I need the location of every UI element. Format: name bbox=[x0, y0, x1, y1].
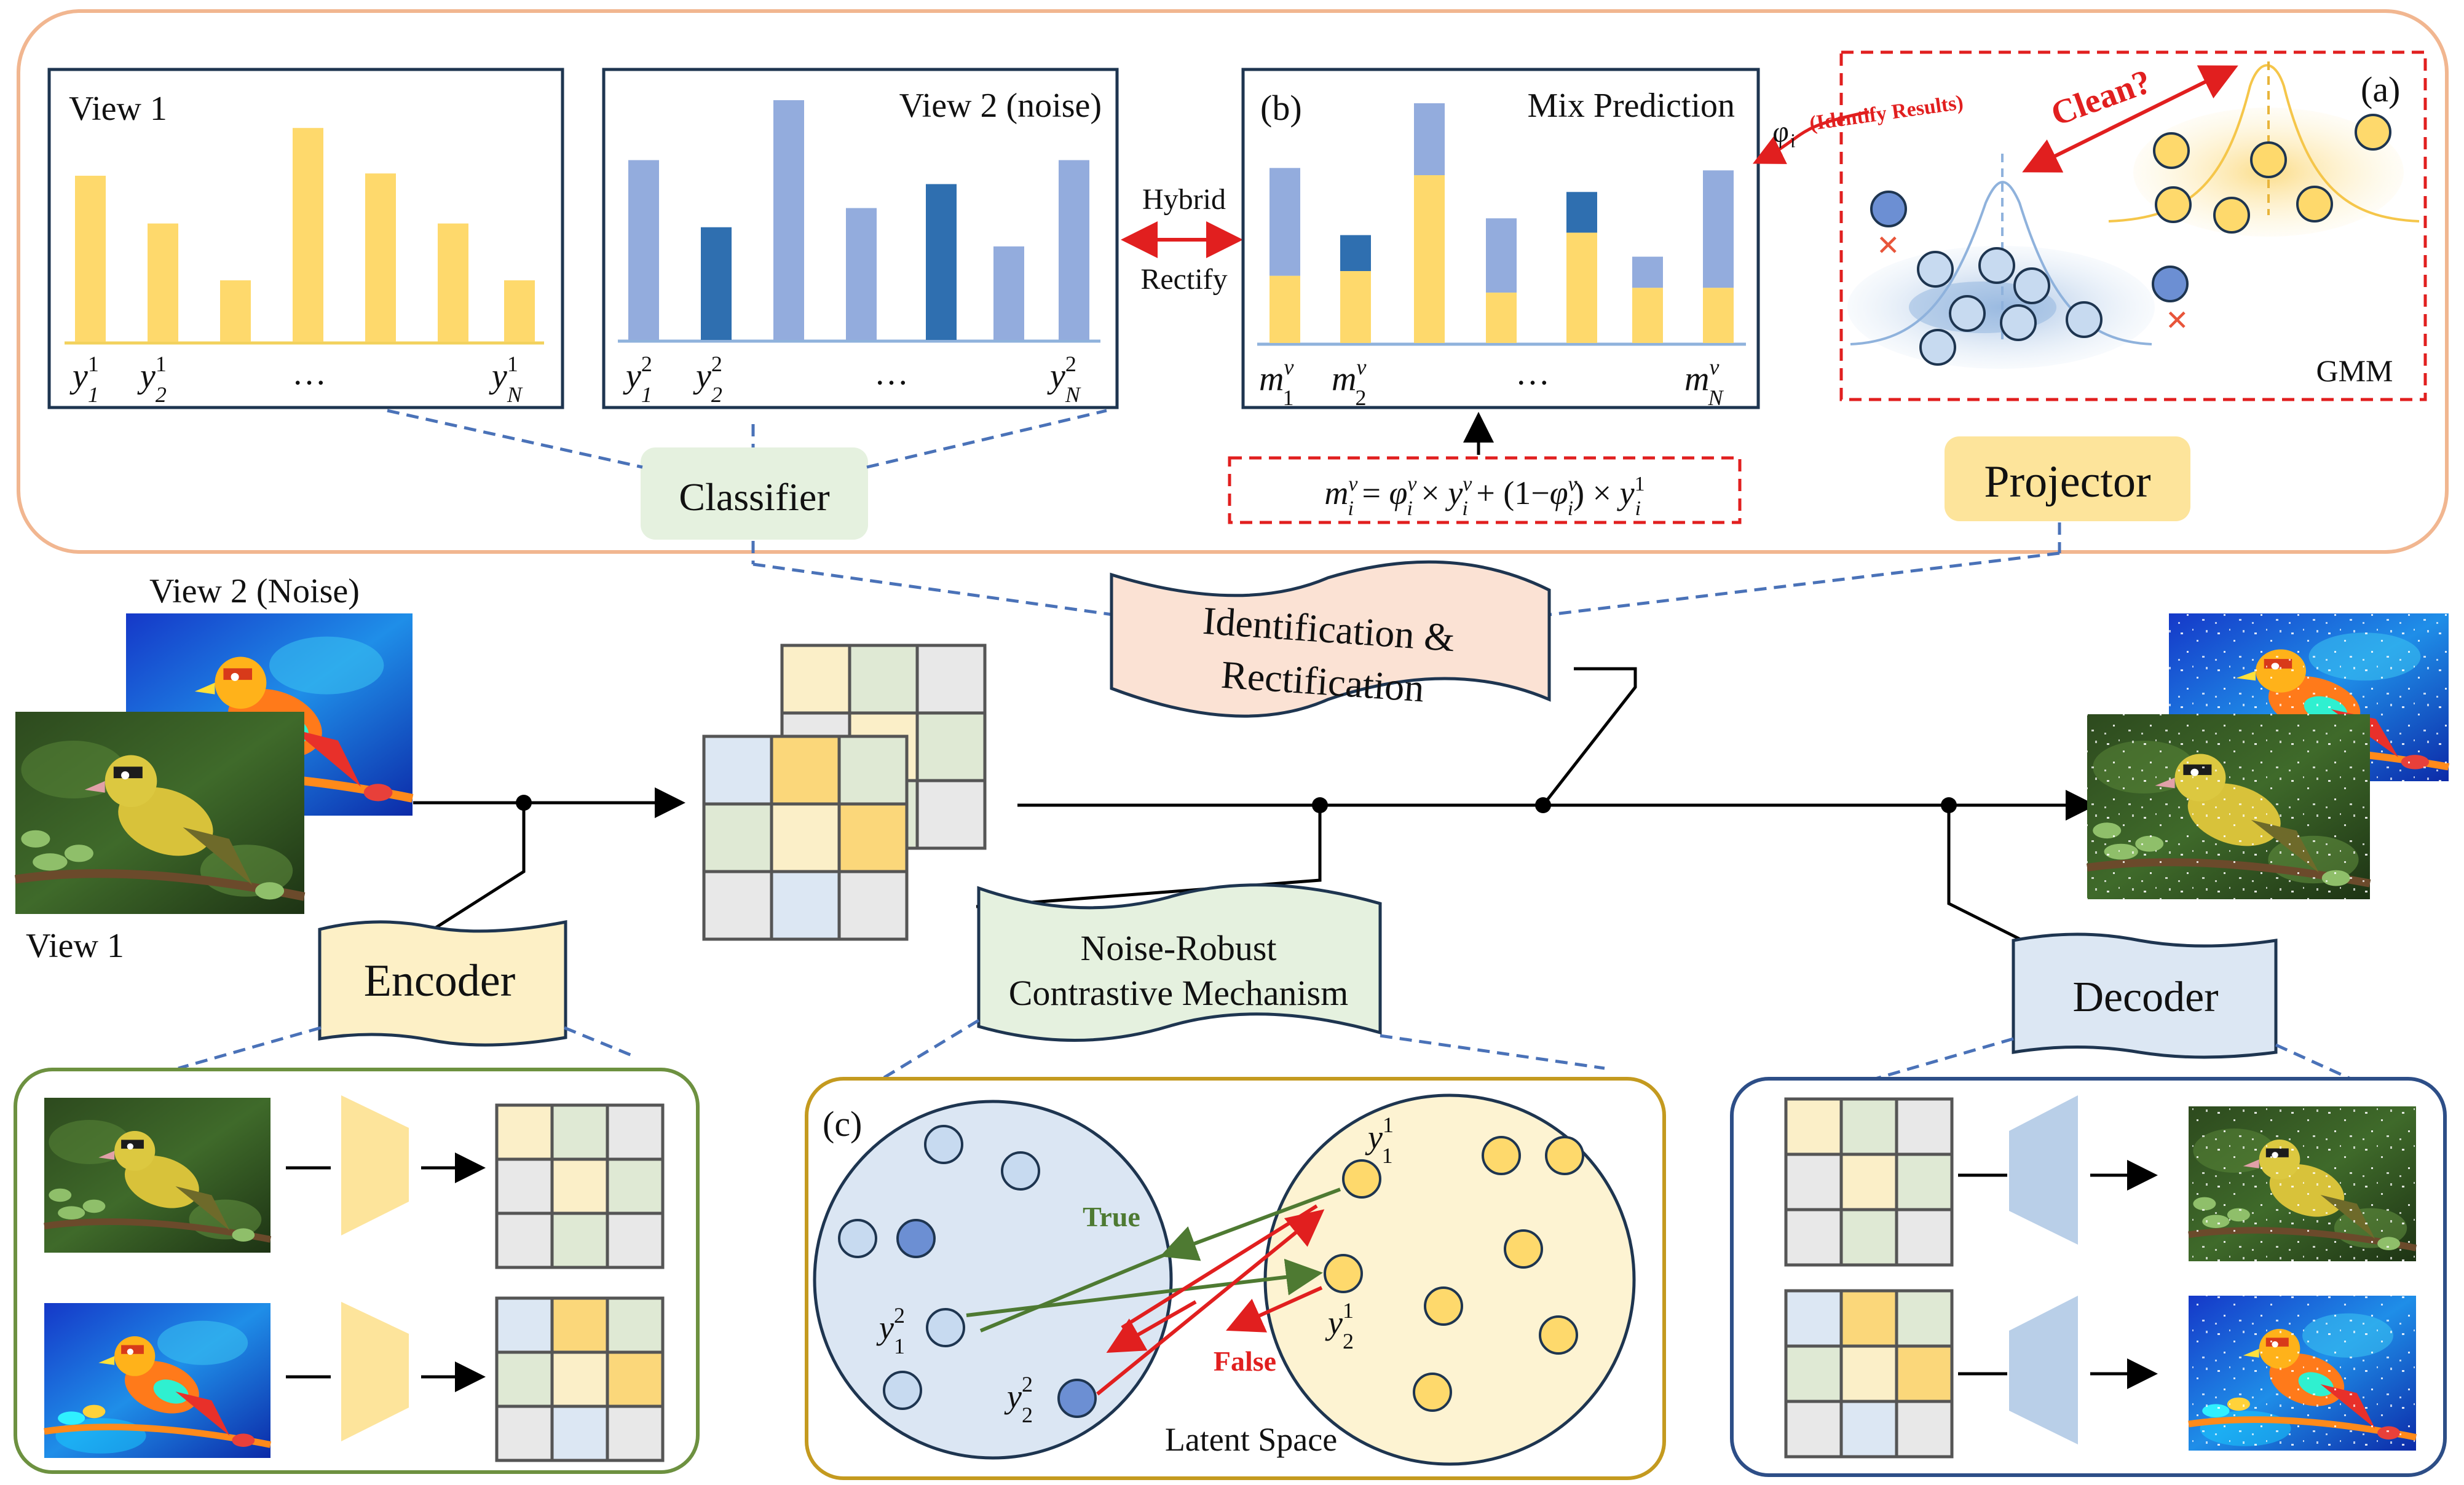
view2-title: View 2 (noise) bbox=[899, 87, 1102, 125]
view1-bar bbox=[438, 223, 468, 342]
gmm-panel: (a) GMM ✕ ✕ Clean? bbox=[1839, 50, 2427, 401]
mix-bar-view1-part bbox=[1270, 275, 1300, 343]
bottom-dashed-connectors bbox=[178, 1018, 2356, 1082]
latent-space-panel: (c) y2 1 y2 2 y1 1 y1 2 True bbox=[805, 1077, 1666, 1480]
hybrid-rectify-connector: Hybrid Rectify bbox=[1121, 183, 1243, 296]
mix-bar-view2-part bbox=[1270, 168, 1300, 276]
view2-bar bbox=[846, 208, 877, 340]
view2-noise-label: View 2 (Noise) bbox=[149, 572, 360, 610]
gmm-yellow-cluster bbox=[2153, 114, 2391, 234]
mix-bar-view1-part bbox=[1414, 175, 1445, 343]
view1-bar bbox=[365, 173, 396, 342]
gmm-label: GMM bbox=[2316, 353, 2393, 388]
view2-bar bbox=[701, 227, 732, 340]
classifier-label: Classifier bbox=[679, 475, 829, 519]
reject-mark-2: ✕ bbox=[2165, 305, 2189, 336]
rectify-label: Rectify bbox=[1140, 263, 1227, 296]
view2-chart: View 2 (noise) y2 1 y2 2 … y2 N bbox=[602, 68, 1119, 409]
encoder-input-view1 bbox=[44, 1098, 270, 1253]
true-label: True bbox=[1083, 1201, 1140, 1232]
decoder-banner: Decoder bbox=[2012, 932, 2278, 1059]
view2-bar bbox=[773, 100, 804, 340]
mix-title: Mix Prediction bbox=[1527, 87, 1735, 125]
tag-a: (a) bbox=[2361, 69, 2400, 109]
mix-bar-view1-part bbox=[1340, 271, 1371, 343]
view1-bar bbox=[220, 280, 251, 342]
mix-bar-view2-part bbox=[1632, 256, 1663, 288]
encoder-input-view2 bbox=[44, 1303, 270, 1458]
view2-bar bbox=[628, 160, 659, 340]
feature-grid-front bbox=[702, 735, 909, 941]
tag-c: (c) bbox=[823, 1104, 862, 1144]
encoder-panel bbox=[14, 1068, 700, 1474]
view2-bars bbox=[628, 100, 1089, 340]
mix-bar-view1-part bbox=[1703, 288, 1734, 343]
top-dashed-connectors bbox=[387, 409, 2061, 616]
latent-space-label: Latent Space bbox=[1165, 1421, 1337, 1458]
view2-latent-cluster bbox=[813, 1100, 1173, 1460]
hybrid-label: Hybrid bbox=[1142, 183, 1226, 216]
view1-title: View 1 bbox=[69, 90, 167, 128]
view2-bar bbox=[993, 246, 1024, 340]
view2-label-y2: y2 2 bbox=[693, 352, 722, 407]
view1-chart: View 1 y1 1 y1 2 … y1 N bbox=[47, 68, 564, 409]
noise-robust-line1: Noise-Robust bbox=[1081, 928, 1277, 968]
input-view1-image bbox=[15, 712, 304, 914]
decoder-label: Decoder bbox=[2072, 974, 2218, 1021]
view2-bar bbox=[1059, 160, 1089, 340]
mix-bar-view2-part bbox=[1486, 218, 1517, 293]
encoder-banner: Encoder bbox=[318, 920, 567, 1047]
view1-bar bbox=[293, 128, 323, 342]
input-images: View 2 (Noise) View 1 bbox=[15, 572, 413, 965]
reject-mark-1: ✕ bbox=[1876, 230, 1900, 261]
view1-bars bbox=[75, 128, 535, 342]
noise-robust-line2: Contrastive Mechanism bbox=[1009, 973, 1349, 1013]
mix-bar-view1-part bbox=[1566, 232, 1597, 343]
view1-label: View 1 bbox=[26, 927, 124, 965]
projector-label: Projector bbox=[1984, 457, 2150, 507]
mix-bar-view2-part bbox=[1703, 170, 1734, 288]
identification-rectification-banner: Identification & Rectification bbox=[1110, 560, 1551, 718]
mix-bar-view1-part bbox=[1632, 288, 1663, 343]
false-label: False bbox=[1214, 1345, 1276, 1377]
view2-ellipsis: … bbox=[874, 354, 909, 392]
mix-prediction-chart: (b) Mix Prediction mv 1 mv 2 … mv N bbox=[1241, 68, 1760, 410]
mix-bar-view2-part bbox=[1340, 235, 1371, 271]
noise-robust-banner: Noise-Robust Contrastive Mechanism bbox=[977, 883, 1382, 1042]
classifier-box: Classifier bbox=[641, 447, 868, 540]
view2-bar bbox=[926, 184, 957, 340]
mix-bars bbox=[1270, 103, 1734, 343]
top-panel-border bbox=[17, 9, 2449, 554]
view1-bar bbox=[75, 175, 106, 342]
decoder-panel bbox=[1730, 1077, 2447, 1477]
gmm-blue-cluster bbox=[1917, 247, 2103, 366]
main-flow-lines bbox=[413, 667, 2096, 945]
flow-junctions bbox=[516, 795, 1957, 813]
view1-bar bbox=[148, 223, 178, 342]
gmm-noisy-point-2 bbox=[2152, 266, 2189, 302]
output-images bbox=[2087, 613, 2449, 899]
view1-ellipsis: … bbox=[292, 354, 326, 392]
formula-text: mv i = φv i × yv i + (1−φv i) × y1 i bbox=[1324, 473, 1645, 520]
mix-bar-view2-part bbox=[1414, 103, 1445, 175]
gmm-noisy-point-1 bbox=[1870, 191, 1907, 227]
view1-bar bbox=[504, 280, 535, 342]
mix-bar-view2-part bbox=[1566, 192, 1597, 233]
tag-b: (b) bbox=[1260, 88, 1302, 128]
projector-box: Projector bbox=[1945, 436, 2190, 521]
mix-bar-view1-part bbox=[1486, 293, 1517, 343]
mix-formula: mv i = φv i × yv i + (1−φv i) × y1 i bbox=[1228, 412, 1742, 524]
mix-ellipsis: … bbox=[1515, 354, 1550, 392]
encoder-label: Encoder bbox=[364, 956, 516, 1006]
